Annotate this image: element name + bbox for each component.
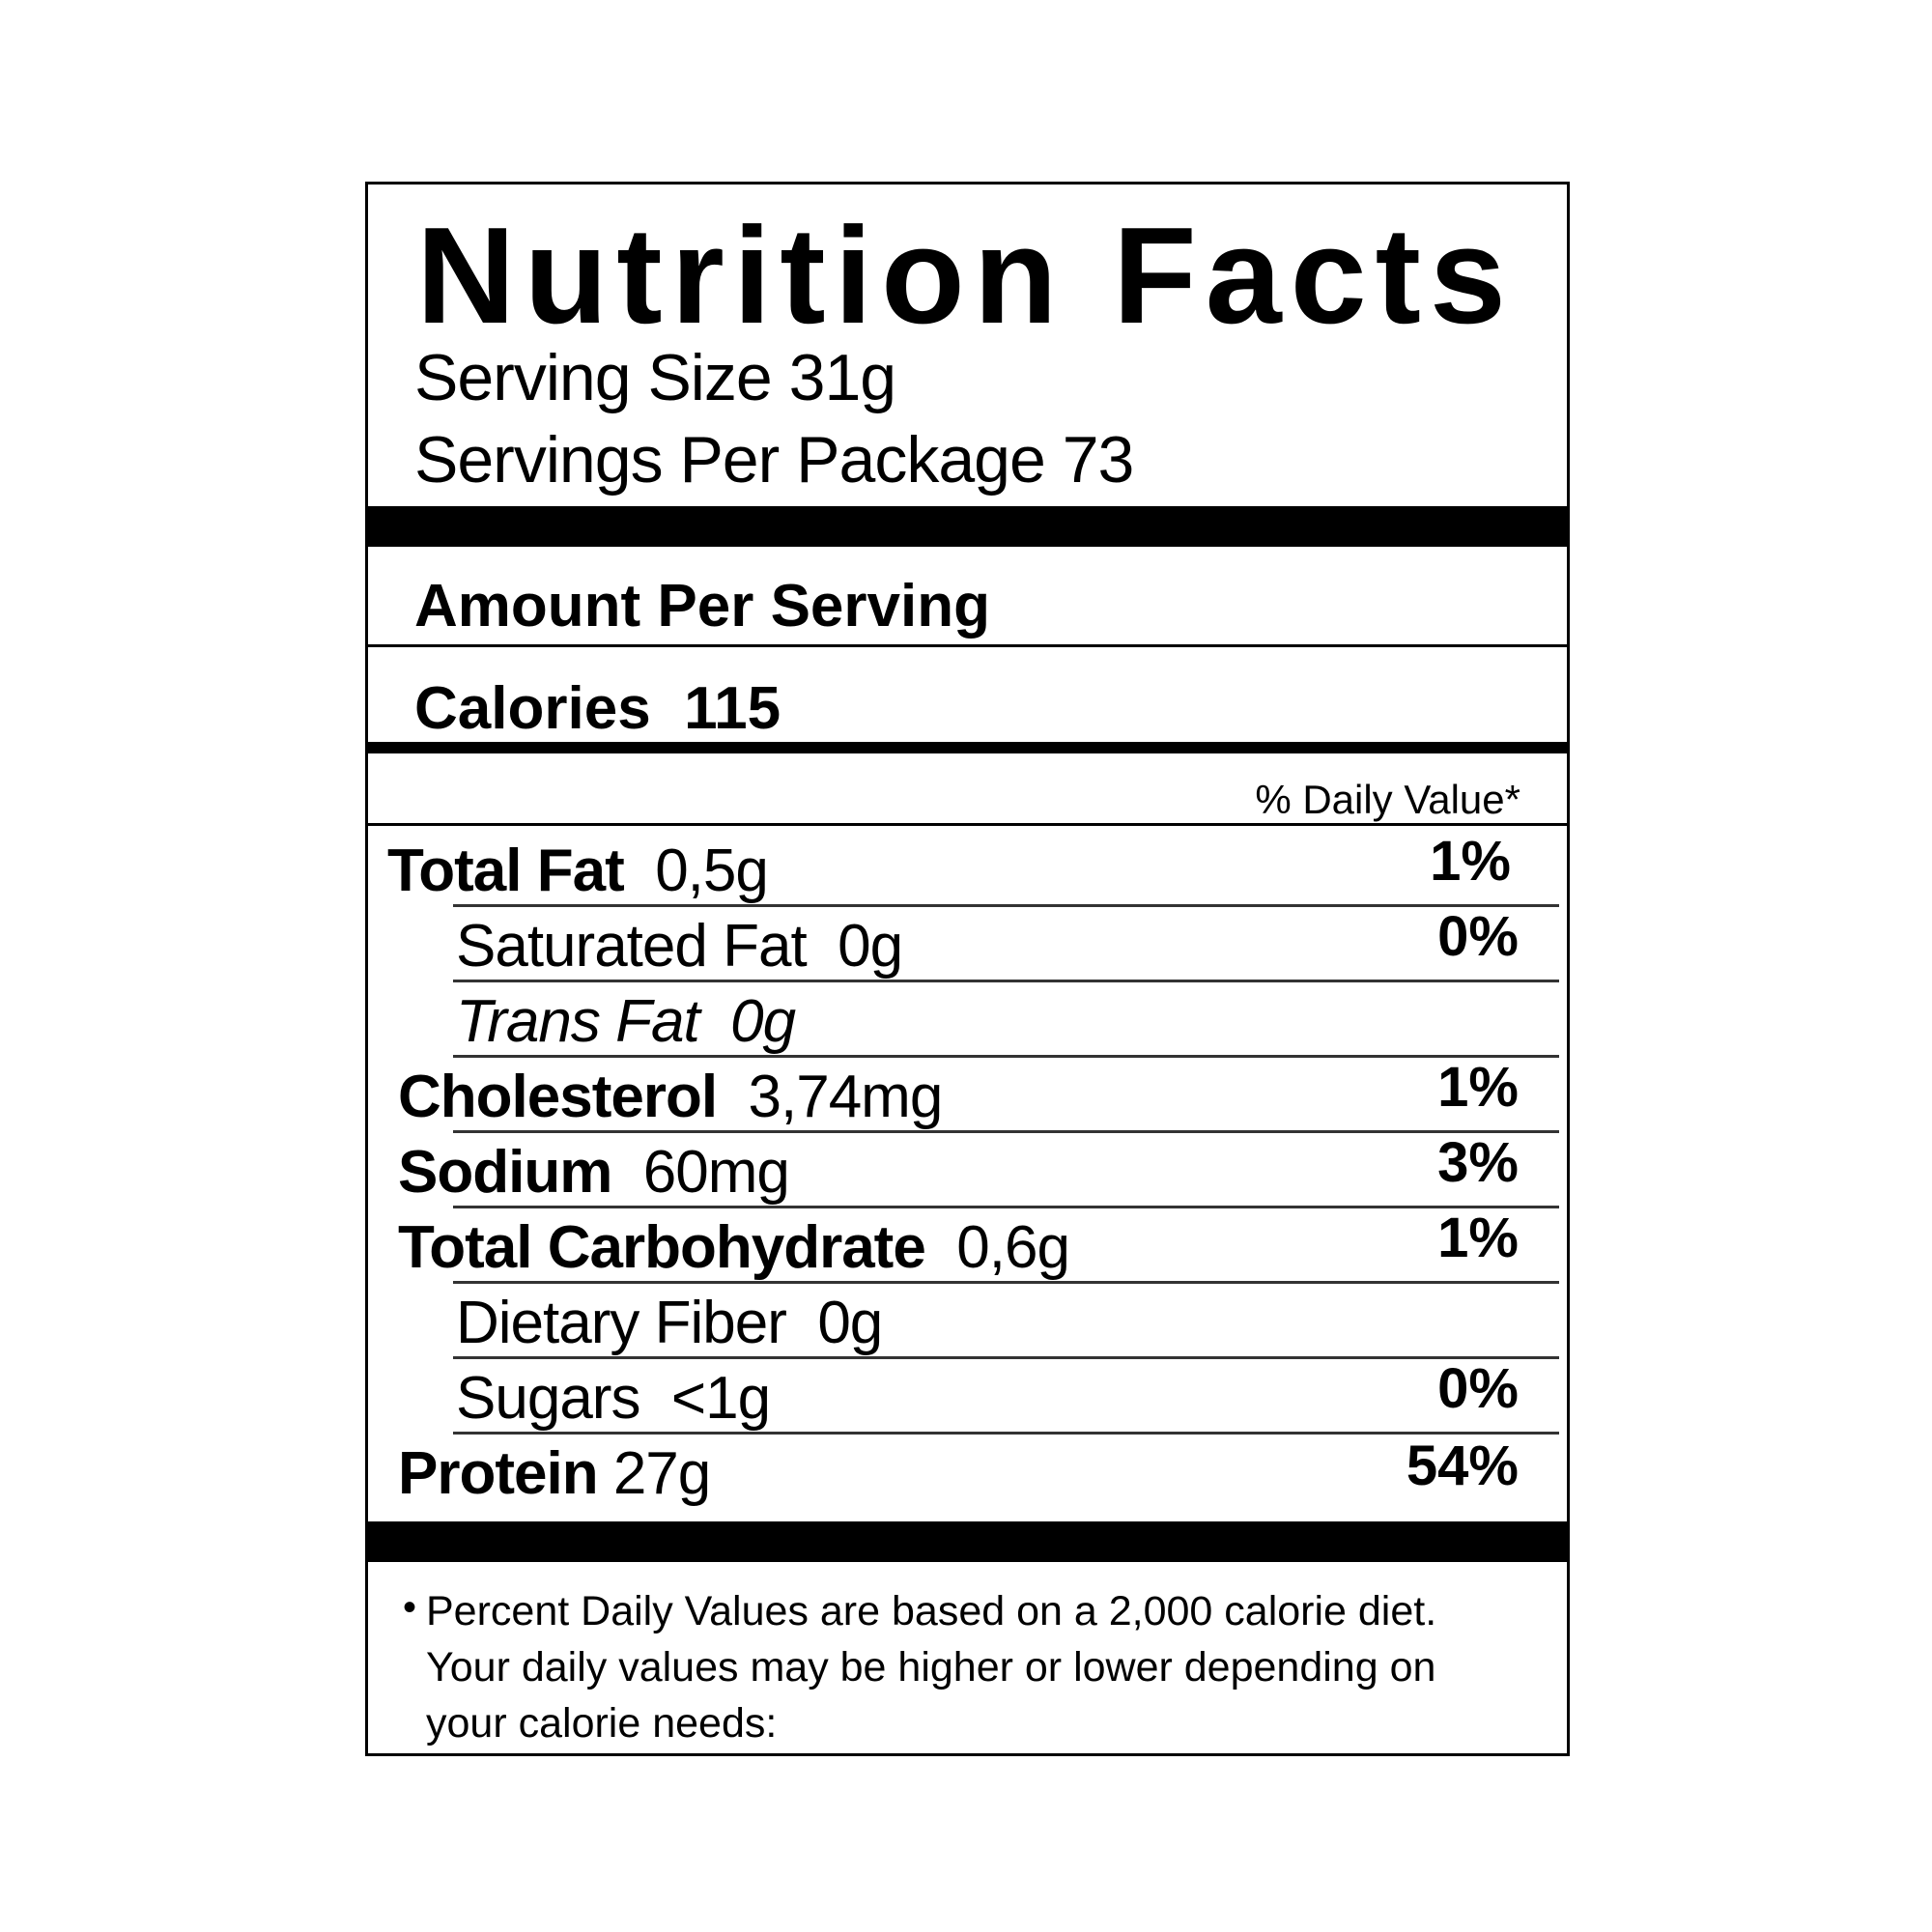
nutrient-name: Protein bbox=[398, 1440, 599, 1507]
nutrient-name: Total Carbohydrate bbox=[398, 1214, 926, 1281]
amount-per-serving: Amount Per Serving bbox=[414, 573, 990, 639]
servings-per-package: Servings Per Package 73 bbox=[414, 423, 1134, 497]
footnote-text: Percent Daily Values are based on a 2,00… bbox=[426, 1588, 1437, 1747]
nutrient-row-total-fat: Total Fat 0,5g 1% bbox=[387, 830, 1559, 907]
row-divider bbox=[453, 1130, 1559, 1133]
label-title: Nutrition Facts bbox=[416, 199, 1515, 353]
nutrient-daily-value: 54% bbox=[1406, 1435, 1519, 1497]
nutrient-daily-value: 0% bbox=[1437, 905, 1519, 968]
nutrient-daily-value: 1% bbox=[1437, 1056, 1519, 1119]
nutrient-row-sugars: Sugars <1g 0% bbox=[387, 1357, 1559, 1435]
nutrient-amount: <1g bbox=[670, 1365, 771, 1432]
nutrient-row-cholesterol: Cholesterol 3,74mg 1% bbox=[387, 1056, 1559, 1133]
nutrient-amount: 60mg bbox=[642, 1139, 790, 1206]
nutrient-name: Sodium bbox=[398, 1139, 612, 1206]
nutrient-row-dietary-fiber: Dietary Fiber 0g bbox=[387, 1284, 1559, 1359]
nutrient-name: Trans Fat bbox=[456, 988, 700, 1055]
nutrient-row-trans-fat: Trans Fat 0g bbox=[387, 982, 1559, 1058]
nutrient-name: Dietary Fiber bbox=[456, 1290, 787, 1356]
nutrient-amount: 0,6g bbox=[956, 1214, 1070, 1281]
serving-size: Serving Size 31g bbox=[414, 341, 896, 414]
nutrient-name: Cholesterol bbox=[398, 1064, 718, 1130]
nutrient-name: Saturated Fat bbox=[456, 913, 808, 980]
footnote: • Percent Daily Values are based on a 2,… bbox=[403, 1583, 1527, 1751]
nutrient-amount: 27g bbox=[612, 1440, 711, 1507]
nutrient-amount: 0,5g bbox=[655, 838, 769, 904]
divider bbox=[368, 823, 1567, 826]
nutrient-row-saturated-fat: Saturated Fat 0g 0% bbox=[387, 905, 1559, 982]
row-divider bbox=[453, 1281, 1559, 1284]
calories-label: Calories bbox=[414, 675, 651, 742]
nutrient-row-sodium: Sodium 60mg 3% bbox=[387, 1131, 1559, 1208]
nutrient-daily-value: 0% bbox=[1437, 1357, 1519, 1420]
row-divider bbox=[453, 1055, 1559, 1058]
row-divider bbox=[453, 1356, 1559, 1359]
divider bbox=[368, 644, 1567, 647]
nutrient-amount: 3,74mg bbox=[748, 1064, 944, 1130]
nutrient-row-total-carbohydrate: Total Carbohydrate 0,6g 1% bbox=[387, 1207, 1559, 1284]
calories-row: Calories 115 bbox=[414, 675, 781, 743]
row-divider bbox=[453, 904, 1559, 907]
daily-value-header: % Daily Value* bbox=[1255, 777, 1520, 822]
nutrient-daily-value: 3% bbox=[1437, 1131, 1519, 1194]
thick-divider bbox=[368, 1521, 1567, 1562]
nutrient-row-protein: Protein 27g 54% bbox=[387, 1435, 1559, 1508]
row-divider bbox=[453, 980, 1559, 982]
nutrient-amount: 0g bbox=[817, 1290, 883, 1356]
footnote-bullet: • bbox=[403, 1586, 417, 1629]
nutrient-amount: 0g bbox=[838, 913, 903, 980]
nutrient-amount: 0g bbox=[730, 988, 796, 1055]
calories-value: 115 bbox=[684, 675, 781, 742]
row-divider bbox=[453, 1206, 1559, 1208]
nutrient-name: Total Fat bbox=[387, 838, 625, 904]
nutrient-daily-value: 1% bbox=[1437, 1207, 1519, 1269]
nutrition-facts-label: Nutrition Facts Serving Size 31g Serving… bbox=[365, 182, 1570, 1756]
medium-divider bbox=[368, 742, 1567, 753]
row-divider bbox=[453, 1432, 1559, 1435]
thick-divider bbox=[368, 506, 1567, 547]
nutrient-daily-value: 1% bbox=[1430, 830, 1511, 893]
nutrient-name: Sugars bbox=[456, 1365, 640, 1432]
